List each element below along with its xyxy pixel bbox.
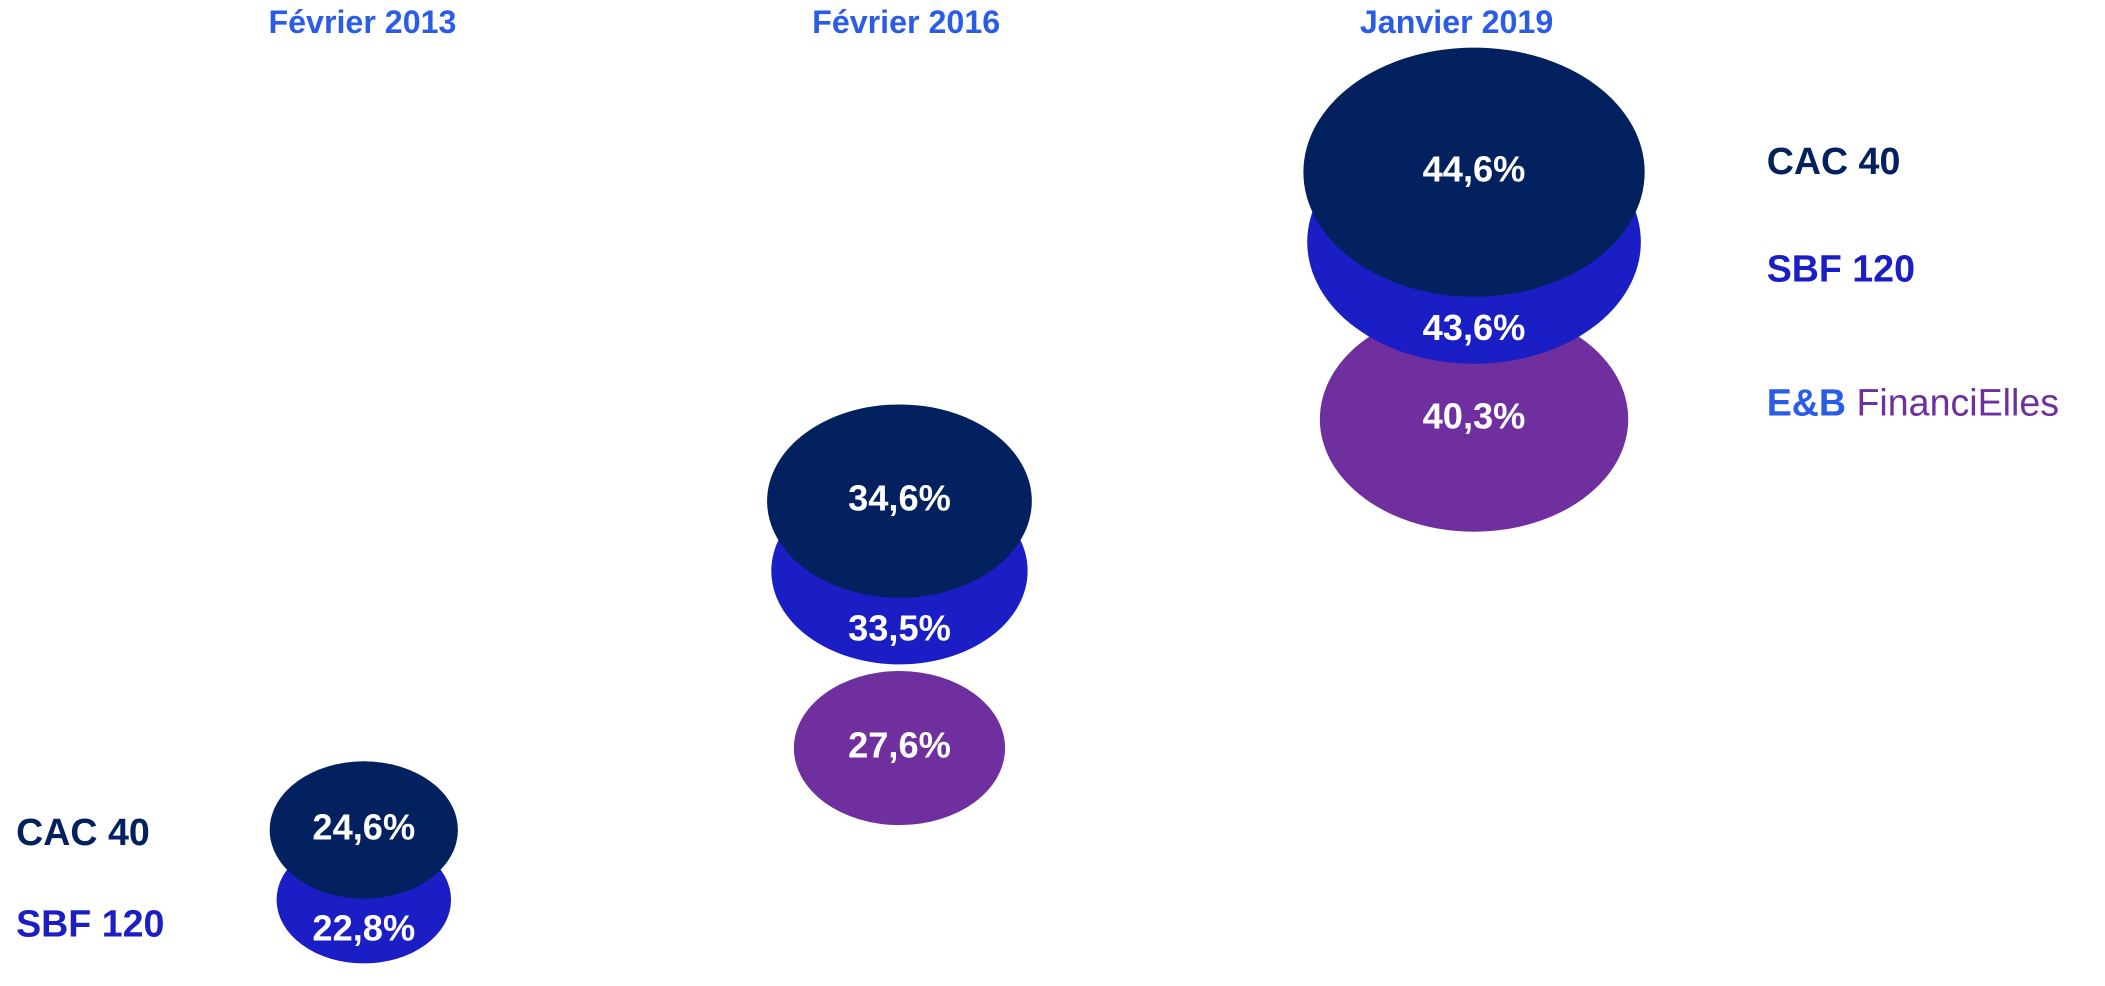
legend-label: E&B FinanciElles	[1767, 382, 2059, 424]
bubble	[1303, 47, 1645, 297]
legend-label: SBF 120	[1767, 247, 1915, 289]
data-label: 33,5%	[848, 608, 951, 649]
legend-label: CAC 40	[16, 811, 150, 853]
legend-label: CAC 40	[1767, 140, 1901, 182]
bubble	[1319, 306, 1629, 532]
data-label: 24,6%	[312, 807, 415, 848]
category-label: Février 2013	[268, 4, 456, 40]
data-label: 27,6%	[848, 725, 951, 766]
bubble	[767, 404, 1032, 598]
data-label: 22,8%	[312, 908, 415, 949]
bubble	[793, 671, 1006, 826]
legend-label: SBF 120	[16, 903, 164, 945]
category-label: Janvier 2019	[1360, 4, 1553, 40]
data-label: 44,6%	[1423, 149, 1526, 190]
data-label: 34,6%	[848, 478, 951, 519]
data-label: 40,3%	[1423, 396, 1526, 437]
data-label: 43,6%	[1423, 307, 1526, 348]
category-label: Février 2016	[812, 4, 1000, 40]
bubble	[269, 761, 458, 899]
